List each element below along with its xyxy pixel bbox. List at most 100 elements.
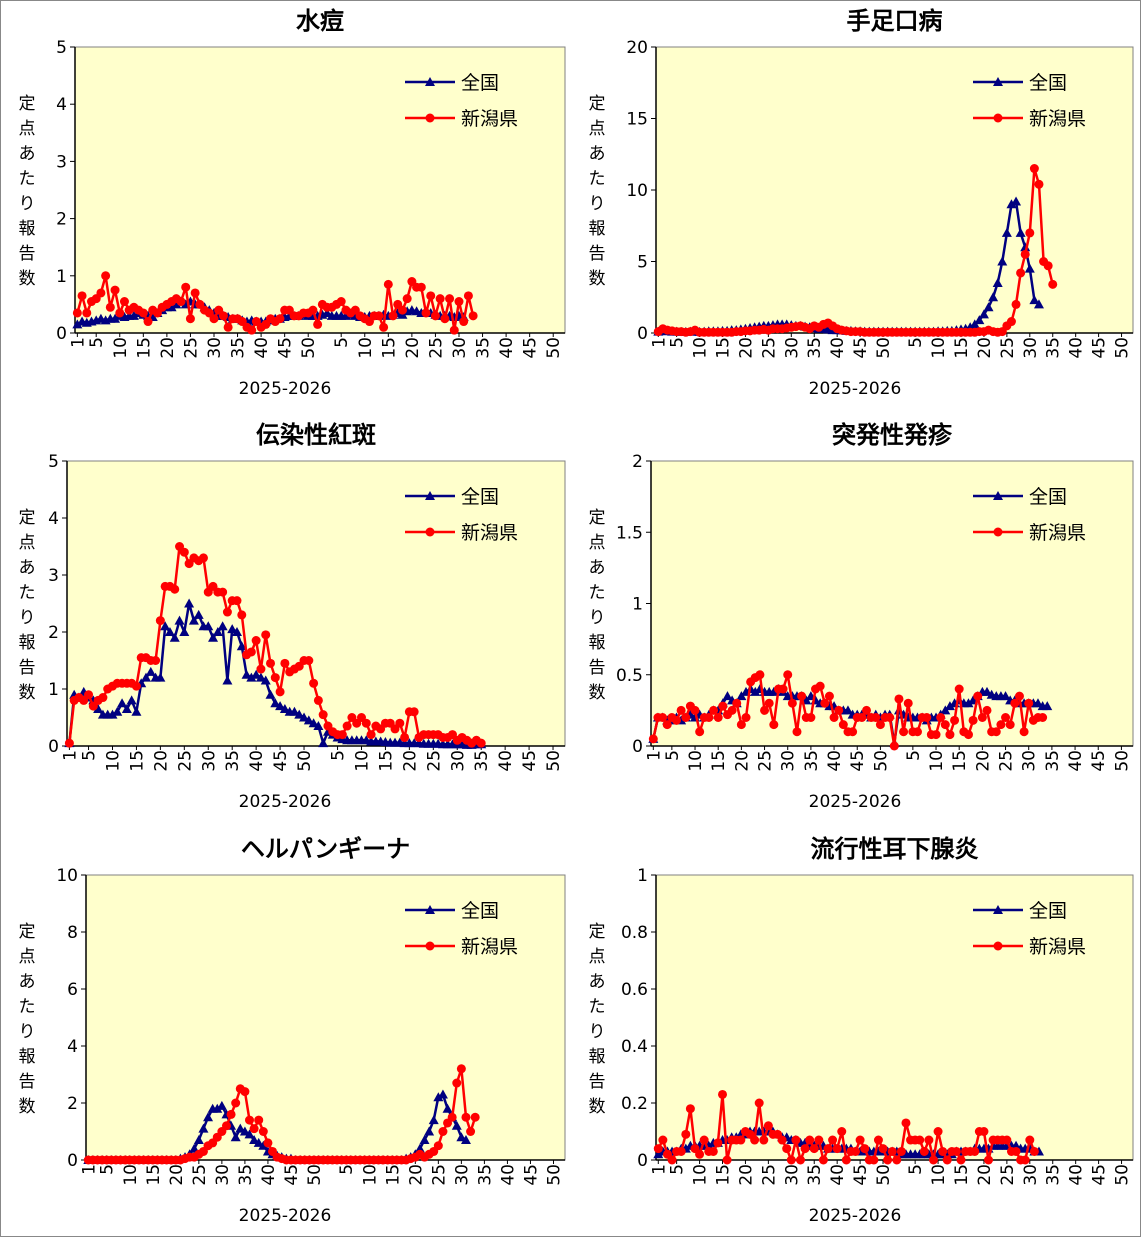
x-tick-label: 30 <box>782 1164 802 1186</box>
data-point <box>873 1135 883 1145</box>
y-tick-label: 0.2 <box>621 1094 648 1114</box>
data-point <box>838 720 848 730</box>
data-point <box>126 695 137 705</box>
y-tick-label: 0 <box>67 1151 78 1171</box>
data-point <box>1011 196 1022 206</box>
legend-label: 新潟県 <box>1029 108 1086 130</box>
data-point <box>648 734 658 744</box>
data-point <box>461 1112 471 1122</box>
data-point <box>433 1092 444 1102</box>
x-tick-label: 50 <box>295 750 315 772</box>
data-point <box>718 701 728 711</box>
data-point <box>304 656 314 665</box>
data-point <box>676 705 686 715</box>
y-axis-label: 定点あたり報告数 <box>19 508 36 703</box>
x-tick-label: 10 <box>686 750 706 772</box>
y-tick-label: 1 <box>632 595 643 615</box>
data-point <box>435 294 445 304</box>
x-tick-label: 15 <box>714 1164 734 1186</box>
data-point <box>978 309 989 319</box>
data-point <box>280 658 290 668</box>
x-tick-label: 15 <box>383 1164 403 1186</box>
x-tick-label: 20 <box>403 337 423 359</box>
x-tick-label: 40 <box>828 337 848 359</box>
legend-marker <box>993 113 1003 123</box>
data-point <box>209 314 219 324</box>
data-point <box>786 1155 796 1165</box>
data-point <box>818 1155 828 1165</box>
data-point <box>778 684 788 694</box>
data-point <box>1025 228 1035 238</box>
data-point <box>433 1141 443 1151</box>
data-point <box>1024 263 1035 273</box>
data-point <box>1029 1146 1039 1156</box>
x-tick-label: 45 <box>851 337 871 359</box>
x-tick-label: 15 <box>714 337 734 359</box>
data-point <box>791 1135 801 1145</box>
data-point <box>128 310 139 320</box>
data-point <box>681 1129 691 1139</box>
data-point <box>107 709 118 719</box>
data-point <box>1010 698 1020 708</box>
x-tick-label: 50 <box>544 1164 564 1186</box>
data-point <box>1006 317 1016 327</box>
legend-label: 新潟県 <box>461 108 518 130</box>
x-axis-label: 2025-2026 <box>239 792 332 812</box>
data-point <box>342 721 352 731</box>
data-point <box>181 282 191 292</box>
data-point <box>945 730 955 740</box>
x-tick-label: 10 <box>691 337 711 359</box>
plot-area <box>655 874 1134 1161</box>
data-point <box>1024 698 1034 708</box>
data-point <box>388 311 398 321</box>
data-point <box>889 741 899 751</box>
data-point <box>279 703 290 713</box>
data-point <box>169 632 180 642</box>
data-point <box>466 1127 476 1136</box>
x-tick-label: 40 <box>1066 750 1086 772</box>
x-tick-label: 45 <box>282 1164 302 1186</box>
data-point <box>685 1104 695 1114</box>
legend-marker <box>425 905 435 914</box>
data-point <box>93 703 104 713</box>
x-tick-label: 15 <box>379 337 399 359</box>
data-point <box>212 1103 223 1113</box>
y-tick-label: 0 <box>637 324 648 344</box>
data-point <box>216 1100 227 1110</box>
data-point <box>983 302 994 312</box>
data-point <box>463 291 473 301</box>
data-point <box>184 598 195 608</box>
x-axis-label: 2025-2026 <box>239 1206 332 1226</box>
data-point <box>769 720 779 730</box>
data-point <box>258 1140 269 1150</box>
data-point <box>476 738 486 748</box>
y-tick-label: 6 <box>67 980 78 1000</box>
data-point <box>72 308 82 318</box>
data-point <box>251 669 262 679</box>
data-point <box>131 706 142 716</box>
x-tick-label: 25 <box>759 337 779 359</box>
series-niigata <box>653 164 1058 337</box>
data-point <box>984 1155 994 1165</box>
data-point <box>963 698 974 708</box>
data-point <box>722 1155 732 1165</box>
x-tick-label: 35 <box>1043 750 1063 772</box>
data-point <box>851 1146 861 1156</box>
data-point <box>155 616 165 626</box>
data-point <box>428 1115 439 1125</box>
data-point <box>829 713 839 722</box>
data-point <box>892 1155 902 1165</box>
data-point <box>899 727 909 737</box>
data-point <box>1019 727 1029 737</box>
data-point <box>203 621 214 631</box>
data-point <box>221 1121 231 1131</box>
y-tick-label: 1 <box>56 267 67 287</box>
data-point <box>832 1144 842 1154</box>
data-point <box>236 641 247 651</box>
data-point <box>924 1135 934 1145</box>
data-point <box>440 314 450 324</box>
data-point <box>795 1155 805 1165</box>
